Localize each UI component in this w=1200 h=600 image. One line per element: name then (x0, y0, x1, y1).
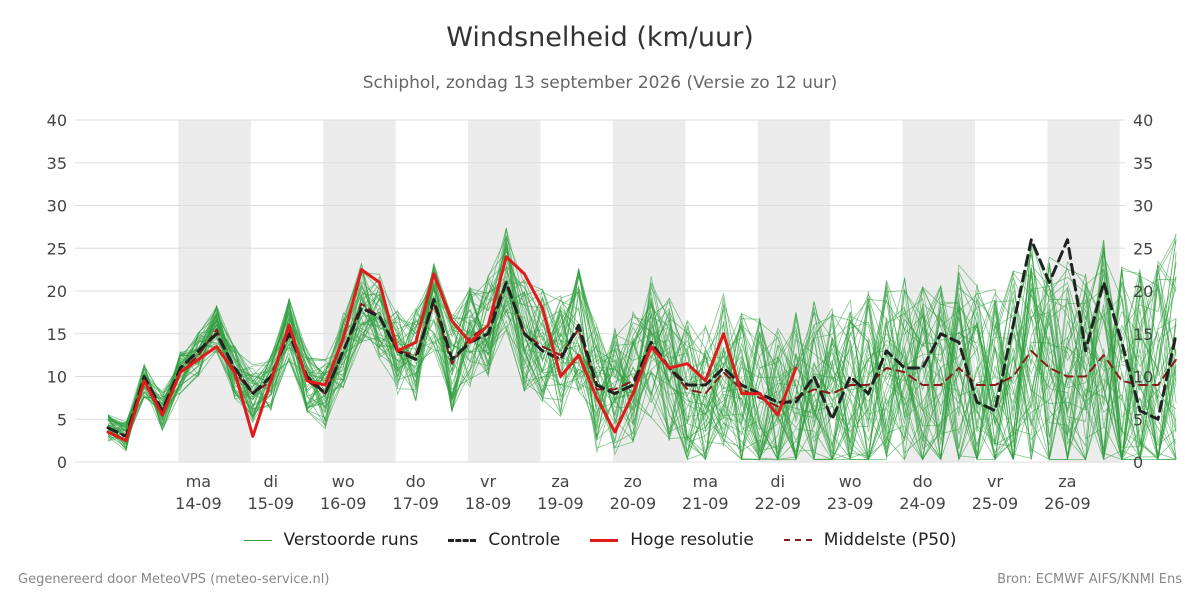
x-tick-day: zo (624, 472, 642, 491)
chart-title: Windsnelheid (km/uur) (446, 22, 754, 53)
x-tick-date: 25-09 (972, 494, 1019, 513)
chart-subtitle: Schiphol, zondag 13 september 2026 (Vers… (362, 73, 838, 93)
legend-item-median[interactable]: Middelste (P50) (783, 530, 957, 550)
footer-source: Bron: ECMWF AIFS/KNMI Ens (997, 572, 1182, 587)
x-tick-day: di (264, 472, 279, 491)
x-tick-day: wo (839, 472, 862, 491)
x-tick-date: 20-09 (610, 494, 657, 513)
y-tick-label: 10 (47, 368, 67, 387)
y-tick-label: 5 (57, 410, 67, 429)
ensemble-line (107, 235, 1177, 460)
x-tick-date: 16-09 (320, 494, 367, 513)
legend-label-ensemble: Verstoorde runs (283, 530, 419, 550)
legend: Verstoorde runs Controle Hoge resolutie … (0, 530, 1200, 550)
ensemble-line (107, 228, 1177, 460)
ensemble-line (107, 240, 1177, 460)
legend-swatch-hires (590, 538, 619, 542)
y-tick-label: 20 (1133, 282, 1153, 301)
y-axis-right: 0 5 10 15 20 25 30 35 40 (1133, 111, 1153, 472)
footer-credit: Gegenereerd door MeteoVPS (meteo-service… (18, 572, 330, 587)
x-tick-day: za (551, 472, 569, 491)
legend-item-hires[interactable]: Hoge resolutie (590, 530, 754, 550)
x-tick-day: do (913, 472, 933, 491)
x-tick-date: 24-09 (899, 494, 946, 513)
x-tick-day: do (406, 472, 426, 491)
x-tick-date: 14-09 (175, 494, 222, 513)
y-tick-label: 10 (1133, 368, 1153, 387)
series-line-hoge-resolutie (106, 255, 798, 443)
x-tick-date: 22-09 (754, 494, 801, 513)
y-tick-label: 0 (57, 453, 67, 472)
x-tick-day: vr (987, 472, 1003, 491)
x-tick-date: 17-09 (392, 494, 439, 513)
y-tick-label: 40 (1133, 111, 1153, 130)
x-tick-day: vr (480, 472, 496, 491)
legend-swatch-median (783, 539, 812, 541)
y-tick-label: 35 (47, 154, 67, 173)
ensemble-line (107, 229, 1177, 461)
y-axis-left: 0 5 10 15 20 25 30 35 40 (47, 111, 67, 472)
y-tick-label: 15 (47, 325, 67, 344)
y-tick-label: 25 (1133, 239, 1153, 258)
y-tick-label: 35 (1133, 154, 1153, 173)
x-tick-date: 19-09 (537, 494, 584, 513)
ensemble-line (107, 251, 1177, 461)
legend-swatch-control (448, 538, 477, 542)
y-tick-label: 15 (1133, 325, 1153, 344)
y-tick-label: 20 (47, 282, 67, 301)
x-tick-day: di (770, 472, 785, 491)
x-tick-date: 15-09 (248, 494, 295, 513)
x-tick-day: ma (693, 472, 718, 491)
y-tick-label: 0 (1133, 453, 1143, 472)
x-tick-date: 18-09 (465, 494, 512, 513)
x-tick-date: 23-09 (827, 494, 874, 513)
y-tick-label: 40 (47, 111, 67, 130)
x-tick-day: ma (186, 472, 211, 491)
legend-label-hires: Hoge resolutie (630, 530, 754, 550)
x-tick-date: 26-09 (1044, 494, 1091, 513)
legend-item-control[interactable]: Controle (448, 530, 560, 550)
x-axis: ma 14-09 di 15-09 wo 16-09 do 17-09 vr 18-09 za 19-… (175, 472, 1090, 513)
ensemble-line (107, 266, 1177, 461)
main-series (106, 238, 1178, 443)
y-tick-label: 30 (47, 197, 67, 216)
x-tick-date: 21-09 (682, 494, 729, 513)
y-tick-label: 25 (47, 239, 67, 258)
ensemble-line (107, 266, 1177, 461)
legend-item-ensemble[interactable]: Verstoorde runs (243, 530, 419, 550)
legend-label-control: Controle (488, 530, 561, 550)
x-tick-day: za (1058, 472, 1076, 491)
legend-label-median: Middelste (P50) (823, 530, 957, 550)
legend-swatch-ensemble (243, 539, 272, 541)
y-tick-label: 5 (1133, 410, 1143, 429)
y-tick-label: 30 (1133, 197, 1153, 216)
series-line-controle (106, 238, 1178, 438)
x-tick-day: wo (332, 472, 355, 491)
